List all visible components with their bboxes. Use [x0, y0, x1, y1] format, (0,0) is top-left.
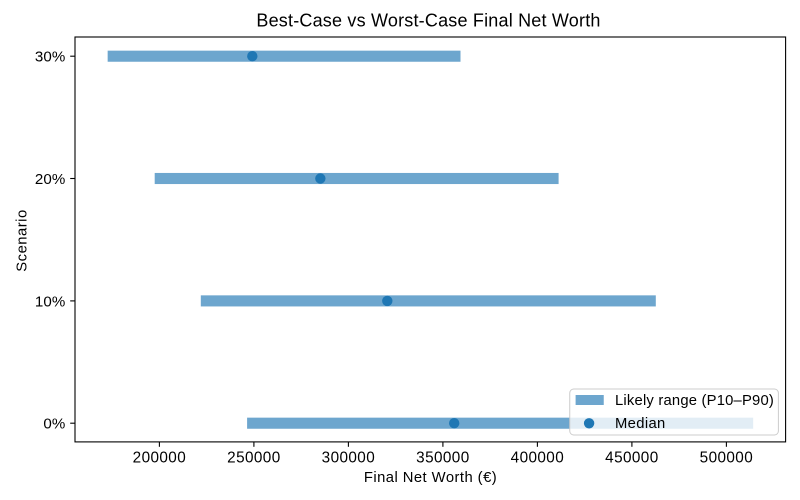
svg-text:Final Net Worth (€): Final Net Worth (€): [364, 470, 497, 486]
svg-text:350000: 350000: [416, 450, 469, 467]
svg-text:450000: 450000: [605, 450, 658, 467]
svg-text:400000: 400000: [511, 450, 564, 467]
svg-text:200000: 200000: [133, 450, 186, 467]
svg-text:250000: 250000: [227, 450, 280, 467]
svg-text:300000: 300000: [322, 450, 375, 467]
svg-text:10%: 10%: [35, 293, 66, 310]
svg-text:500000: 500000: [700, 450, 753, 467]
svg-text:Best-Case vs Worst-Case Final: Best-Case vs Worst-Case Final Net Worth: [256, 11, 600, 31]
svg-text:Likely range (P10–P90): Likely range (P10–P90): [615, 393, 774, 409]
svg-text:20%: 20%: [35, 171, 66, 188]
svg-text:0%: 0%: [43, 416, 65, 433]
svg-text:Scenario: Scenario: [15, 209, 31, 271]
svg-text:30%: 30%: [35, 49, 66, 66]
svg-text:Median: Median: [615, 416, 666, 432]
